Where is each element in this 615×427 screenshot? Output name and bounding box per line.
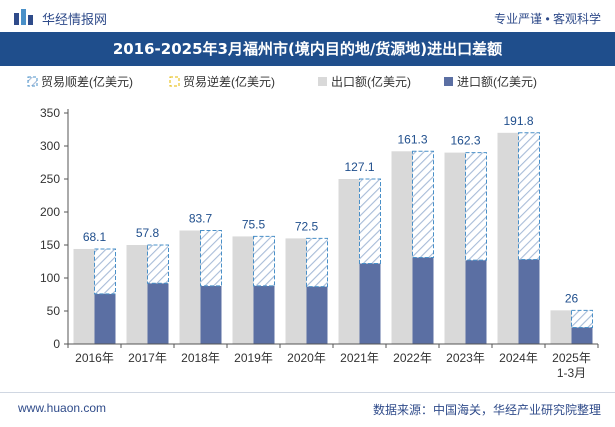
x-tick-label: 2018年 xyxy=(181,351,220,365)
surplus-bar xyxy=(465,152,487,261)
x-tick-label: 2019年 xyxy=(234,351,273,365)
surplus-bar xyxy=(200,229,222,287)
export-bar xyxy=(391,151,413,344)
data-label: 83.7 xyxy=(189,211,213,225)
y-tick-label: 300 xyxy=(40,139,60,153)
import-bar xyxy=(147,283,169,344)
import-bar xyxy=(200,285,222,344)
y-tick-label: 50 xyxy=(47,304,61,318)
legend-swatch xyxy=(444,77,453,86)
logo-icon xyxy=(14,9,33,25)
bars: 68.1 57.8 83.7 75.5 72.5 127.1 161.3 162.3 191.8… xyxy=(73,114,593,344)
data-label: 26 xyxy=(565,291,579,305)
x-tick-label: 2023年 xyxy=(446,351,485,365)
data-label: 191.8 xyxy=(503,114,533,128)
footer-website[interactable]: www.huaon.com xyxy=(18,401,107,415)
export-bar xyxy=(550,310,572,344)
header: 华经情报网 专业严谨 • 客观科学 xyxy=(0,0,615,32)
x-tick-label: 2022年 xyxy=(393,351,432,365)
surplus-bar xyxy=(147,244,169,284)
x-tick-label: 2025年 xyxy=(552,351,591,365)
y-tick-label: 200 xyxy=(40,205,60,219)
surplus-bar xyxy=(306,237,328,288)
import-bar xyxy=(94,293,116,344)
x-axis: 2016年 2017年 2018年 2019年 2020年 2021年 2022年 2023年… xyxy=(67,343,599,380)
import-bar xyxy=(465,260,487,344)
import-bar xyxy=(359,263,381,344)
export-bar xyxy=(179,230,201,344)
x-tick-label: 2024年 xyxy=(499,351,538,365)
data-label: 75.5 xyxy=(242,217,266,231)
tagline: 专业严谨 • 客观科学 xyxy=(494,12,601,26)
surplus-bar xyxy=(412,150,434,259)
surplus-bar xyxy=(518,132,540,261)
footer-source: 数据来源：中国海关，华经产业研究院整理 xyxy=(372,403,601,417)
import-bar xyxy=(253,285,275,344)
x-tick-label: 2020年 xyxy=(287,351,326,365)
export-bar xyxy=(338,179,360,344)
export-bar xyxy=(232,236,254,344)
data-label: 57.8 xyxy=(136,226,160,240)
surplus-bar xyxy=(253,235,275,287)
footer-divider xyxy=(0,392,615,393)
import-bar xyxy=(306,286,328,344)
legend-label: 贸易逆差(亿美元) xyxy=(183,74,275,89)
x-tick-label: 2016年 xyxy=(75,351,114,365)
y-tick-label: 100 xyxy=(40,271,60,285)
legend: 贸易顺差(亿美元) 贸易逆差(亿美元) 出口额(亿美元) 进口额(亿美元) xyxy=(27,74,537,89)
x-tick-label: 1-3月 xyxy=(557,366,586,380)
legend-swatch xyxy=(318,77,327,86)
legend-swatch xyxy=(169,76,180,87)
legend-swatch xyxy=(27,76,38,87)
export-bar xyxy=(285,238,307,344)
brand-name: 华经情报网 xyxy=(42,12,108,27)
y-axis: 0 50 100 150 200 250 300 350 xyxy=(40,106,69,351)
y-tick-label: 0 xyxy=(53,337,60,351)
surplus-bar xyxy=(94,248,116,295)
chart: 贸易顺差(亿美元) 贸易逆差(亿美元) 出口额(亿美元) 进口额(亿美元) 0 50 10… xyxy=(27,74,599,380)
export-bar xyxy=(444,152,466,344)
data-label: 161.3 xyxy=(397,132,427,146)
import-bar xyxy=(518,259,540,344)
export-bar xyxy=(126,245,148,344)
title-bar xyxy=(0,32,615,66)
legend-label: 贸易顺差(亿美元) xyxy=(41,74,133,89)
x-tick-label: 2021年 xyxy=(340,351,379,365)
surplus-bar xyxy=(359,178,381,264)
export-bar xyxy=(497,132,519,344)
data-label: 162.3 xyxy=(450,134,480,148)
import-bar xyxy=(412,257,434,344)
y-tick-label: 250 xyxy=(40,172,60,186)
legend-label: 出口额(亿美元) xyxy=(331,74,411,89)
chart-title: 2016-2025年3月福州市(境内目的地/货源地)进出口差额 xyxy=(112,40,503,58)
y-tick-label: 150 xyxy=(40,238,60,252)
data-label: 68.1 xyxy=(83,230,107,244)
import-bar xyxy=(571,327,593,344)
legend-label: 进口额(亿美元) xyxy=(457,74,537,89)
surplus-bar xyxy=(571,309,593,328)
x-tick-label: 2017年 xyxy=(128,351,167,365)
data-label: 72.5 xyxy=(295,219,319,233)
y-tick-label: 350 xyxy=(40,106,60,120)
data-label: 127.1 xyxy=(344,160,374,174)
export-bar xyxy=(73,248,95,344)
